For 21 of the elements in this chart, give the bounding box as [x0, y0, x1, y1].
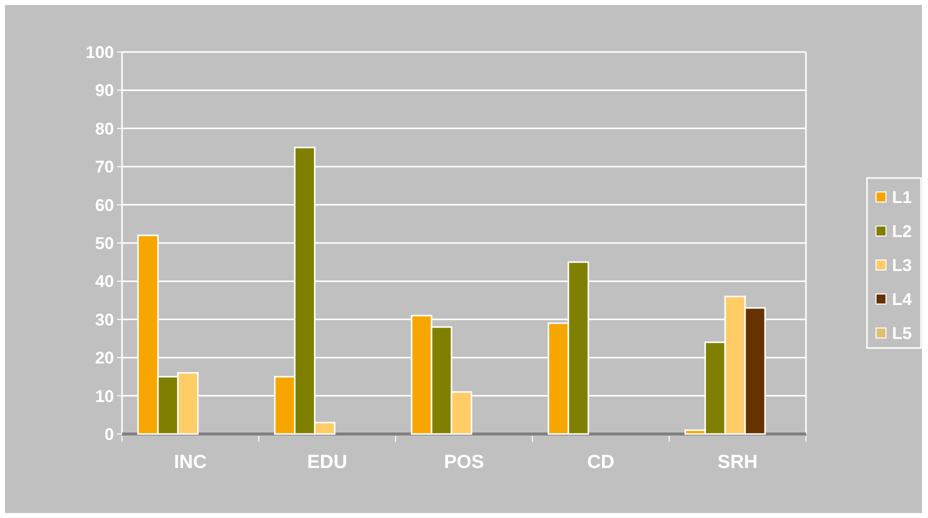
- y-tick-label: 40: [95, 272, 114, 292]
- legend-label: L5: [892, 324, 912, 343]
- x-tick-label: INC: [174, 452, 208, 473]
- legend-label: L2: [892, 222, 912, 241]
- y-tick-label: 90: [95, 81, 114, 100]
- x-tick-label: SRH: [718, 452, 758, 473]
- legend-label: L3: [892, 256, 912, 275]
- x-tick-label: CD: [587, 452, 615, 473]
- legend-label: L4: [892, 290, 912, 309]
- y-tick-label: 30: [95, 310, 114, 330]
- x-tick-label: POS: [444, 452, 484, 473]
- y-tick-label: 70: [95, 158, 114, 177]
- legend-label: L1: [892, 188, 912, 207]
- y-tick-label: 10: [95, 386, 114, 406]
- y-tick-label: 100: [86, 42, 114, 62]
- y-tick-label: 20: [95, 348, 114, 368]
- y-tick-label: 60: [95, 196, 114, 215]
- y-tick-label: 0: [104, 424, 114, 444]
- y-tick-label: 80: [95, 119, 114, 138]
- x-tick-label: EDU: [307, 452, 348, 473]
- y-tick-label: 50: [95, 234, 114, 253]
